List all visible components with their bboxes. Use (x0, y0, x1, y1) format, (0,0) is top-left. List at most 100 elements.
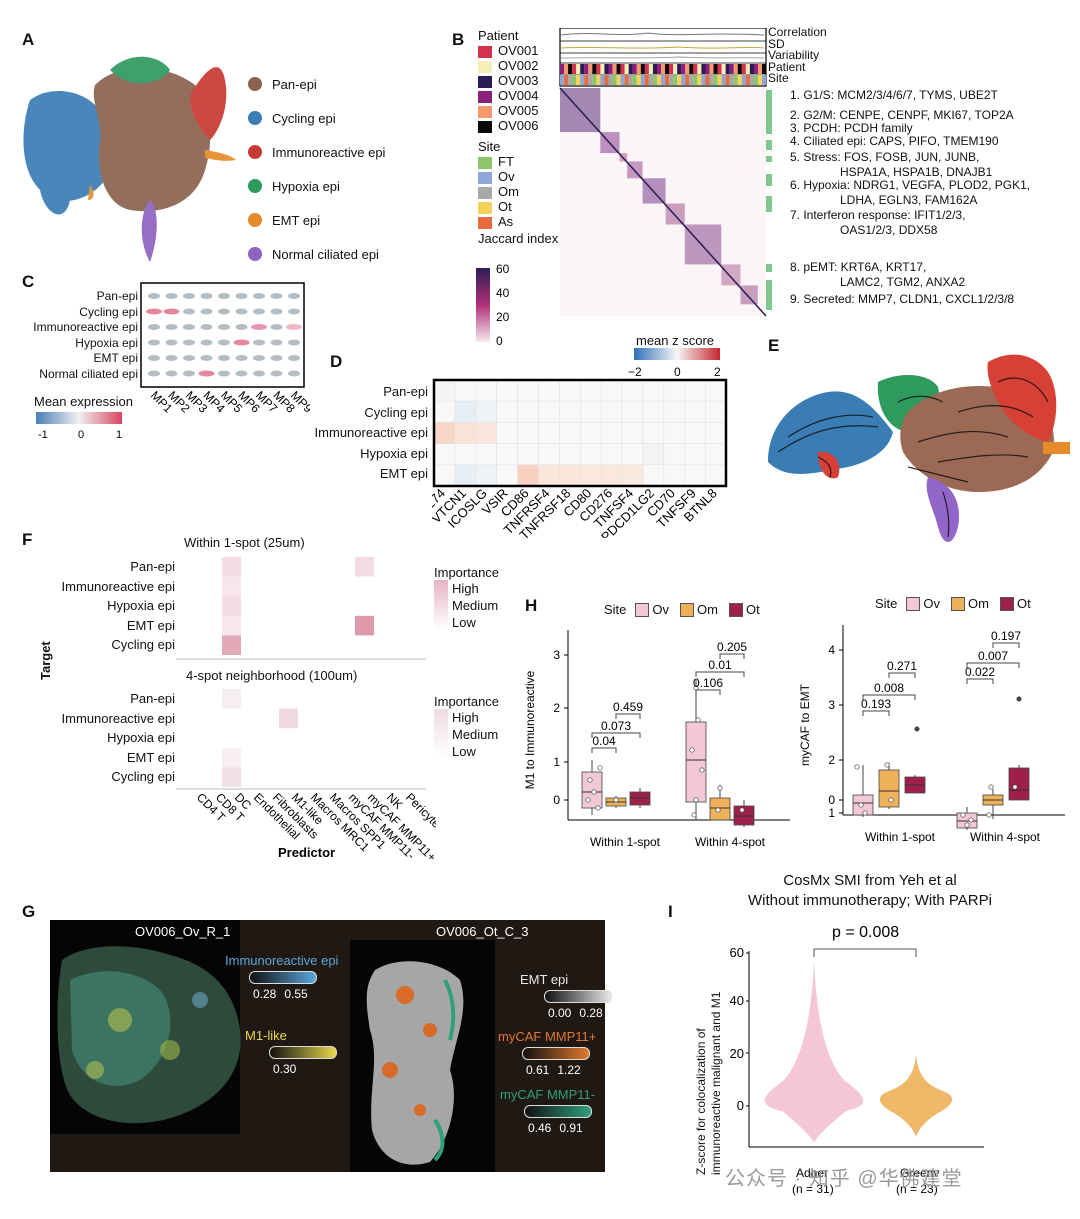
heatmap-cell (433, 422, 456, 444)
z-score-title: mean z score (636, 333, 715, 348)
heatmap-cell (517, 464, 539, 487)
h-site-legend-right: Site Ov Om Ot (875, 596, 1039, 611)
heatmap-cell (663, 379, 686, 402)
mp-violin (148, 370, 160, 377)
umap-legend-item: Normal ciliated epi (248, 237, 385, 271)
data-point (587, 777, 593, 783)
track-label: Variability (768, 48, 820, 62)
jaccard-block (684, 224, 722, 265)
scale-ticks: 0.00 0.28 (520, 1006, 612, 1020)
p-value: 0.106 (693, 676, 723, 690)
data-point (854, 764, 860, 770)
program-line: 1. G1/S: MCM2/3/4/6/7, TYMS, UBE2T (790, 88, 998, 102)
data-point (691, 812, 697, 818)
importance-legend-2: Importance High Medium Low (434, 694, 499, 760)
site-track-cell (600, 75, 605, 85)
data-point (960, 812, 966, 818)
h-site-label: Om (697, 602, 718, 617)
i-ylabel: Z-score for colocalization of immunoreac… (694, 992, 724, 1175)
heatmap-cell (705, 464, 727, 487)
patient-track-cell (737, 64, 742, 74)
heatmap-cell (454, 464, 477, 487)
heatmap-cell (496, 422, 518, 444)
importance-cell (222, 557, 241, 577)
data-point (884, 762, 890, 768)
importance-cell (222, 635, 241, 655)
f-row-label: Immunoreactive epi (61, 578, 175, 594)
group-label: Greenv (900, 1166, 939, 1180)
patient-track-cell (604, 64, 609, 74)
heatmap-cell (475, 379, 497, 402)
d-row-label: EMT epi (379, 466, 428, 481)
mean-expression-colorbar: -1 0 1 (36, 412, 122, 441)
site-track-cell (656, 75, 662, 85)
data-point (693, 797, 699, 803)
spatial-scale: M1-like 0.30 (245, 1028, 337, 1076)
site-track-cell (681, 75, 686, 85)
site-track-cell (669, 75, 674, 85)
p-value: 0.073 (601, 719, 631, 733)
site-track-cell (757, 75, 763, 85)
mp-violin (270, 339, 283, 346)
checkpoint-heatmap: CD274VTCN1ICOSLGVSIRCD86TNFRSF4TNFRSF18C… (432, 378, 728, 538)
heatmap-cell (496, 379, 518, 402)
spatial-scale: Immunoreactive epi 0.28 0.55 (225, 953, 338, 1001)
mp-violin (253, 339, 265, 346)
spatial-image-2 (366, 961, 464, 1165)
y-tick: 2 (828, 753, 835, 767)
program-line: 4. Ciliated epi: CAPS, PIFO, TMEM190 (790, 134, 999, 148)
scale-ticks: 0.46 0.91 (500, 1121, 595, 1135)
f-row-label: EMT epi (126, 617, 175, 633)
jaccard-colorbar: 60 40 20 0 (476, 264, 510, 348)
p-value: 0.01 (708, 658, 732, 672)
scale-ticks: 0.30 (245, 1062, 337, 1076)
legend-label: OV004 (498, 88, 539, 103)
heatmap-cell (496, 443, 518, 466)
legend-swatch (478, 171, 492, 184)
legend-swatch (478, 60, 492, 73)
patient-track-cell (644, 64, 649, 74)
legend-tick: 1 (116, 429, 122, 441)
mp-violin (253, 293, 265, 299)
heatmap-cell (475, 443, 497, 466)
p-value: 0.459 (613, 700, 643, 714)
patient-track-cell (560, 64, 565, 74)
y-tick: 0 (828, 793, 835, 807)
patient-track-cell (709, 64, 714, 74)
group-label: Within 4-spot (695, 835, 766, 849)
c-row-label: EMT epi (93, 351, 138, 365)
data-point (964, 822, 970, 828)
patient-track-cell (757, 64, 763, 74)
h-site-swatch (680, 602, 695, 617)
patient-track-cell (745, 64, 750, 74)
spatial-scale: myCAF MMP11- 0.46 0.91 (500, 1087, 595, 1135)
mp-violin (218, 355, 230, 361)
heatmap-cell (684, 422, 707, 444)
data-point (988, 784, 994, 790)
patient-track-cell (733, 64, 738, 74)
site-legend-item: FT (478, 154, 558, 169)
image-title-1: OV006_Ov_R_1 (135, 924, 231, 939)
y-tick: 1 (828, 806, 835, 820)
d-row-label: Pan-epi (383, 384, 428, 399)
d-row-labels: Pan-epi Cycling epi Immunoreactive epi Hypo… (270, 382, 428, 485)
legend-swatch (478, 120, 492, 133)
program-line: HSPA1A, HSPA1B, DNAJB1 (840, 165, 993, 179)
legend-swatch (478, 105, 492, 118)
site-track-cell (560, 75, 565, 85)
heatmap-cell (621, 443, 644, 466)
legend-label: EMT epi (272, 212, 321, 228)
f-xlabel: Predictor (278, 845, 335, 860)
heatmap-cell (580, 422, 602, 444)
importance-level: High (452, 581, 479, 596)
patient-track-cell (729, 64, 734, 74)
track-labels: Correlation SD Variability Patient Site (768, 26, 827, 85)
f-row-label: Pan-epi (130, 691, 175, 706)
scale-name: Immunoreactive epi (225, 953, 339, 968)
jaccard-tick: 40 (496, 286, 510, 300)
h-site-label: Ot (745, 602, 760, 617)
mp-violin (253, 370, 265, 377)
importance-title: Importance (434, 565, 500, 580)
heatmap-cell (705, 379, 727, 402)
jaccard-tick: 0 (496, 334, 503, 348)
